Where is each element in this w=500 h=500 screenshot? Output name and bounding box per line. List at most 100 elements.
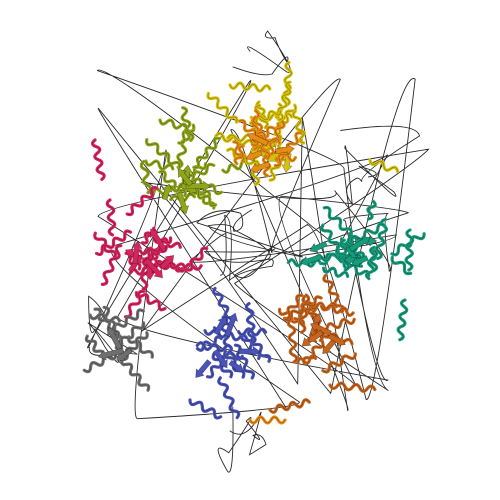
- helix-outline: [159, 171, 186, 196]
- helix-ribbon: [192, 136, 222, 170]
- helix-outline: [155, 260, 186, 269]
- helix-ribbon: [154, 258, 187, 270]
- helix-ribbon: [195, 341, 233, 353]
- helix-outline: [250, 110, 282, 126]
- helix-ribbon: [396, 298, 409, 342]
- helix-ribbon: [233, 144, 245, 166]
- helix-ribbon: [228, 81, 272, 93]
- helix-outline: [196, 342, 232, 352]
- helix-outline: [229, 82, 271, 92]
- beta-strand: [224, 312, 239, 338]
- helix-outline: [136, 292, 166, 311]
- orange-subunit: [232, 109, 303, 425]
- magenta-subunit: [91, 138, 209, 319]
- beta-strand: [143, 257, 163, 279]
- coil-loop: [196, 209, 303, 282]
- helix-ribbon: [91, 138, 106, 181]
- helix-outline: [253, 116, 270, 160]
- beta-strand: [351, 255, 369, 267]
- beta-strand: [309, 322, 333, 337]
- helix-ribbon: [321, 352, 357, 374]
- helix-ribbon: [252, 115, 271, 161]
- helix-outline: [292, 111, 305, 144]
- blue-subunit: [188, 286, 272, 420]
- helix-ribbon: [144, 159, 175, 171]
- helix-ribbon: [107, 308, 145, 335]
- helix-outline: [323, 267, 348, 277]
- helix-ribbon: [319, 303, 355, 317]
- helix-outline: [405, 229, 414, 271]
- helix-ribbon: [105, 198, 117, 237]
- beta-strand: [300, 253, 323, 267]
- beta-strand: [274, 144, 295, 156]
- helix-ribbon: [206, 91, 239, 124]
- grey-subunit: [82, 305, 154, 392]
- helix-ribbon: [158, 118, 195, 134]
- helix-ribbon: [322, 274, 346, 314]
- teal-subunit: [286, 199, 426, 342]
- helix-outline: [323, 275, 344, 313]
- helix-ribbon: [248, 415, 287, 425]
- helix-outline: [234, 145, 244, 165]
- helix-ribbon: [322, 205, 353, 236]
- helix-outline: [262, 143, 271, 177]
- helix-outline: [369, 159, 398, 173]
- helix-ribbon: [296, 354, 318, 365]
- helix-outline: [344, 223, 385, 246]
- helix-ribbon: [283, 295, 323, 322]
- helix-outline: [397, 299, 408, 341]
- helix-ribbon: [176, 131, 191, 169]
- helix-outline: [177, 263, 202, 272]
- beta-strand: [161, 183, 173, 201]
- beta-strand: [309, 240, 328, 254]
- helix-outline: [146, 139, 180, 169]
- helix-ribbon: [328, 381, 377, 393]
- helix-ribbon: [145, 138, 182, 170]
- helix-outline: [320, 319, 355, 333]
- coil-loop: [232, 30, 291, 76]
- helix-outline: [89, 313, 120, 323]
- helix-ribbon: [369, 248, 379, 273]
- helix-ribbon: [126, 335, 154, 359]
- helix-ribbon: [125, 185, 159, 217]
- helix-ribbon: [134, 291, 167, 312]
- helix-ribbon: [142, 236, 173, 262]
- helix-ribbon: [84, 334, 105, 358]
- helix-outline: [391, 233, 425, 256]
- helix-outline: [246, 303, 256, 344]
- helix-outline: [140, 161, 151, 193]
- helix-ribbon: [318, 317, 356, 334]
- helix-ribbon: [390, 256, 413, 276]
- beta-strand: [149, 228, 167, 251]
- helix-outline: [197, 336, 222, 351]
- helix-ribbon: [217, 376, 241, 420]
- helix-outline: [338, 239, 347, 263]
- helix-outline: [145, 160, 174, 170]
- helix-outline: [193, 137, 220, 168]
- beta-strand: [246, 132, 269, 147]
- beta-strand: [245, 150, 263, 162]
- helix-outline: [92, 139, 105, 180]
- helix-outline: [86, 335, 104, 357]
- beta-strand: [348, 236, 371, 253]
- beta-strand: [249, 161, 271, 174]
- helix-outline: [189, 399, 222, 419]
- helix-ribbon: [94, 229, 133, 257]
- helix-ribbon: [180, 106, 195, 142]
- beta-strand: [212, 348, 228, 369]
- helix-ribbon: [244, 301, 257, 345]
- helix-ribbon: [320, 223, 348, 262]
- beta-strand: [238, 345, 261, 358]
- beta-strand: [97, 347, 125, 361]
- helix-outline: [121, 358, 150, 391]
- beta-strand: [213, 316, 228, 336]
- helix-outline: [322, 353, 356, 373]
- helix-outline: [125, 290, 145, 318]
- helix-outline: [218, 377, 240, 418]
- brown-orange-subunit: [268, 274, 377, 414]
- beta-strand: [176, 191, 190, 215]
- helix-outline: [207, 93, 238, 123]
- beta-strand: [159, 255, 175, 270]
- helix-ribbon: [123, 289, 146, 319]
